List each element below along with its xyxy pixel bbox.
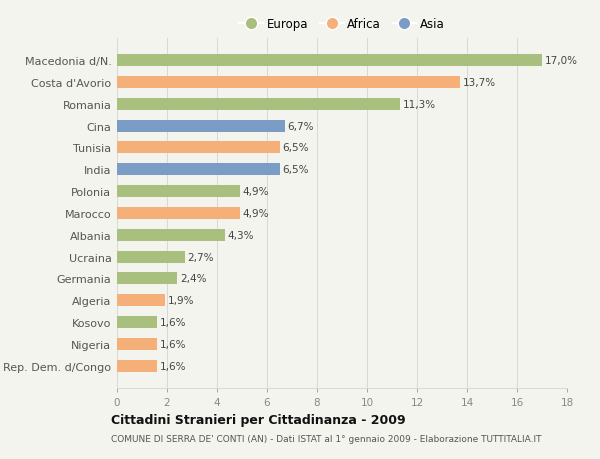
Bar xyxy=(117,338,157,350)
Bar xyxy=(117,316,157,328)
Text: 1,9%: 1,9% xyxy=(167,296,194,306)
Text: 2,7%: 2,7% xyxy=(187,252,214,262)
Text: 1,6%: 1,6% xyxy=(160,339,187,349)
Text: Cittadini Stranieri per Cittadinanza - 2009: Cittadini Stranieri per Cittadinanza - 2… xyxy=(111,413,406,426)
Bar xyxy=(117,273,177,285)
Bar xyxy=(117,142,280,154)
Bar xyxy=(117,99,400,111)
Text: 6,5%: 6,5% xyxy=(283,143,309,153)
Text: 2,4%: 2,4% xyxy=(180,274,206,284)
Text: 1,6%: 1,6% xyxy=(160,318,187,327)
Text: 4,9%: 4,9% xyxy=(242,187,269,196)
Text: 6,5%: 6,5% xyxy=(283,165,309,175)
Bar xyxy=(117,229,224,241)
Text: 6,7%: 6,7% xyxy=(287,121,314,131)
Text: COMUNE DI SERRA DE' CONTI (AN) - Dati ISTAT al 1° gennaio 2009 - Elaborazione TU: COMUNE DI SERRA DE' CONTI (AN) - Dati IS… xyxy=(111,434,542,443)
Bar xyxy=(117,55,542,67)
Text: 17,0%: 17,0% xyxy=(545,56,578,66)
Bar xyxy=(117,207,239,219)
Text: 13,7%: 13,7% xyxy=(463,78,496,88)
Bar xyxy=(117,360,157,372)
Text: 1,6%: 1,6% xyxy=(160,361,187,371)
Bar xyxy=(117,295,164,307)
Legend: Europa, Africa, Asia: Europa, Africa, Asia xyxy=(235,13,449,36)
Bar xyxy=(117,120,284,132)
Bar xyxy=(117,77,460,89)
Bar xyxy=(117,185,239,198)
Text: 4,9%: 4,9% xyxy=(242,208,269,218)
Bar xyxy=(117,164,280,176)
Text: 11,3%: 11,3% xyxy=(403,100,436,109)
Bar xyxy=(117,251,185,263)
Text: 4,3%: 4,3% xyxy=(227,230,254,240)
